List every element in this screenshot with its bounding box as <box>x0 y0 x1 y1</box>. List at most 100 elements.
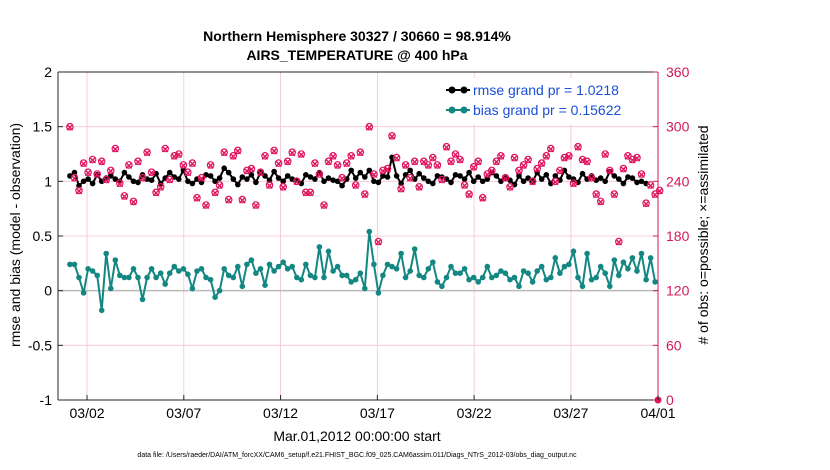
obs-possible-point <box>492 157 501 166</box>
legend-box <box>438 78 648 124</box>
obs-possible-point <box>175 150 183 158</box>
obs-possible-point <box>519 161 528 169</box>
rmse-point <box>312 176 318 182</box>
bias-point <box>348 279 355 285</box>
obs-possible-point <box>156 183 165 191</box>
bias-point <box>579 283 586 290</box>
obs-assimilated-point <box>361 191 369 199</box>
bias-point <box>266 261 273 268</box>
bias-point <box>135 274 141 281</box>
obs-assimilated-point <box>606 167 614 175</box>
obs-possible-point <box>433 161 442 169</box>
obs-possible-point <box>533 164 542 173</box>
bias-point <box>507 276 513 283</box>
obs-possible-point <box>383 164 392 173</box>
obs-assimilated-point <box>202 202 210 209</box>
obs-assimilated-point <box>338 175 346 182</box>
bias-point <box>180 266 187 272</box>
obs-assimilated-point <box>511 155 518 162</box>
obs-assimilated-point <box>474 158 482 166</box>
left-tick-label: 1.5 <box>33 119 53 135</box>
bias-point <box>289 263 296 270</box>
obs-assimilated-point <box>184 169 192 177</box>
rmse-point <box>366 167 373 174</box>
bias-point <box>112 257 119 263</box>
obs-possible-point <box>356 148 365 157</box>
bias-point <box>294 274 300 281</box>
obs-possible-point <box>93 170 102 178</box>
obs-assimilated-point <box>443 144 450 151</box>
rmse-point <box>135 179 141 186</box>
bias-point <box>647 255 654 261</box>
obs-possible-point <box>79 159 88 167</box>
bias-point <box>371 261 377 268</box>
obs-possible-point <box>111 144 120 153</box>
bias-point <box>493 272 500 279</box>
bias-point <box>67 261 73 268</box>
bias-point <box>520 268 527 274</box>
rmse-point <box>380 173 386 179</box>
obs-possible-point <box>147 168 156 177</box>
obs-possible-point <box>333 161 342 169</box>
bias-point <box>448 263 454 270</box>
rmse-point <box>330 177 336 183</box>
rmse-point <box>321 178 327 185</box>
bias-point <box>602 270 608 277</box>
obs-possible-point <box>633 153 641 162</box>
obs-assimilated-point <box>465 191 473 199</box>
rmse-point <box>89 180 96 187</box>
obs-possible-point <box>542 152 551 160</box>
obs-possible-point <box>397 184 405 193</box>
obs-assimilated-point <box>588 175 595 182</box>
obs-possible-point <box>614 237 623 246</box>
rmse-point <box>275 175 282 181</box>
bias-point <box>384 261 391 268</box>
rmse-point <box>271 168 277 175</box>
legend-rmse-label: rmse grand pr = 1.0218 <box>473 82 619 98</box>
obs-assimilated-point <box>406 175 414 182</box>
rmse-point <box>425 178 432 185</box>
legend-rmse-marker-1 <box>448 86 456 94</box>
obs-assimilated-point <box>547 145 555 153</box>
bias-point <box>144 274 150 281</box>
obs-assimilated-point <box>533 166 541 173</box>
bias-point <box>534 268 540 274</box>
bias-point <box>103 250 109 257</box>
obs-possible-point <box>129 197 138 206</box>
bias-point <box>76 274 82 281</box>
bias-point <box>366 228 373 235</box>
bias-point <box>434 279 441 285</box>
obs-possible-point <box>306 188 315 197</box>
obs-possible-point <box>578 155 587 164</box>
bias-point <box>489 274 495 281</box>
obs-possible-point <box>66 122 74 131</box>
rmse-point <box>284 173 291 179</box>
bias-point <box>98 307 105 314</box>
rmse-point <box>552 173 559 179</box>
obs-assimilated-point <box>307 189 314 197</box>
bias-point <box>253 270 259 277</box>
left-tick-label: -0.5 <box>28 337 52 353</box>
rmse-point <box>616 176 622 182</box>
obs-possible-point <box>610 190 619 198</box>
bias-point <box>80 290 87 296</box>
obs-possible-point <box>556 166 564 175</box>
obs-assimilated-point <box>520 162 527 169</box>
legend: rmse grand pr = 1.0218 bias grand pr = 0… <box>438 78 648 124</box>
rmse-point <box>407 167 414 174</box>
obs-possible-point <box>197 173 206 182</box>
obs-possible-point <box>392 153 401 162</box>
rmse-point <box>634 179 640 186</box>
bias-point <box>389 263 395 270</box>
obs-assimilated-point <box>447 158 455 166</box>
obs-possible-point <box>583 157 591 166</box>
obs-possible-point <box>184 168 192 177</box>
x-tick-label: 03/22 <box>457 405 492 421</box>
rmse-point <box>470 178 477 185</box>
bias-point <box>402 274 409 281</box>
obs-assimilated-point <box>239 197 246 204</box>
obs-possible-point <box>442 142 451 151</box>
rmse-point <box>303 172 309 178</box>
obs-possible-point <box>234 146 242 155</box>
bias-point <box>126 274 132 281</box>
